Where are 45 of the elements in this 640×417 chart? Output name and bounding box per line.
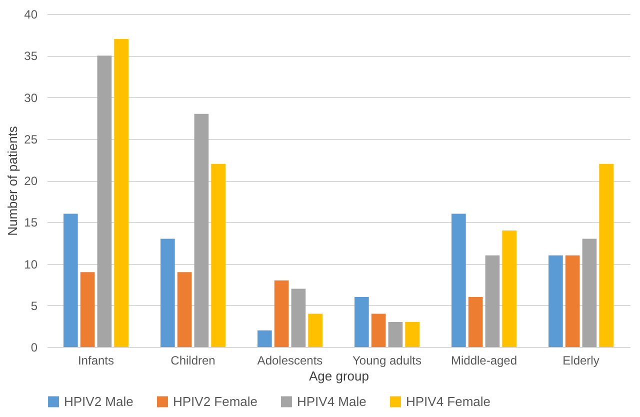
bar [599,164,614,347]
y-axis-title: Number of patients [5,126,20,236]
bar [114,38,128,347]
bar [371,314,386,347]
y-tick-label: 20 [24,174,38,188]
x-tick-label: Adolescents [257,354,323,368]
bar [388,322,403,347]
y-tick-label: 0 [30,340,38,354]
bar [194,114,209,347]
bar [502,230,517,347]
bar [160,238,175,347]
bar [405,322,420,347]
bar [274,280,289,347]
y-tick-label: 25 [24,132,38,146]
bar [258,330,272,347]
x-tick-label: Young adults [352,354,422,368]
legend-label: HPIV4 Female [406,394,491,409]
y-tick-label: 30 [24,90,38,105]
legend-label: HPIV2 Male [64,394,134,409]
y-tick-label: 10 [24,257,38,272]
bar [452,214,466,347]
y-tick-label: 35 [24,49,38,64]
x-axis-title: Age group [309,368,369,384]
x-tick-label: Middle-aged [450,354,518,368]
y-tick-label: 15 [24,216,38,230]
bar [582,238,597,347]
bar [308,314,322,347]
legend-label: HPIV4 Male [297,394,366,409]
bar [177,272,192,347]
y-tick-label: 40 [24,8,38,22]
bar [565,255,580,347]
bar [211,164,226,347]
bar [291,288,306,347]
x-tick-label: Elderly [562,354,600,368]
x-tick-label: Children [170,354,216,368]
bar [354,297,369,347]
y-tick-label: 5 [30,298,38,313]
x-tick-label: Infants [78,354,114,368]
bar [548,255,563,347]
bar [80,272,95,347]
bar [485,255,500,347]
bar [468,297,483,347]
bar [97,56,112,347]
bar [63,214,78,347]
legend-label: HPIV2 Female [173,394,258,409]
